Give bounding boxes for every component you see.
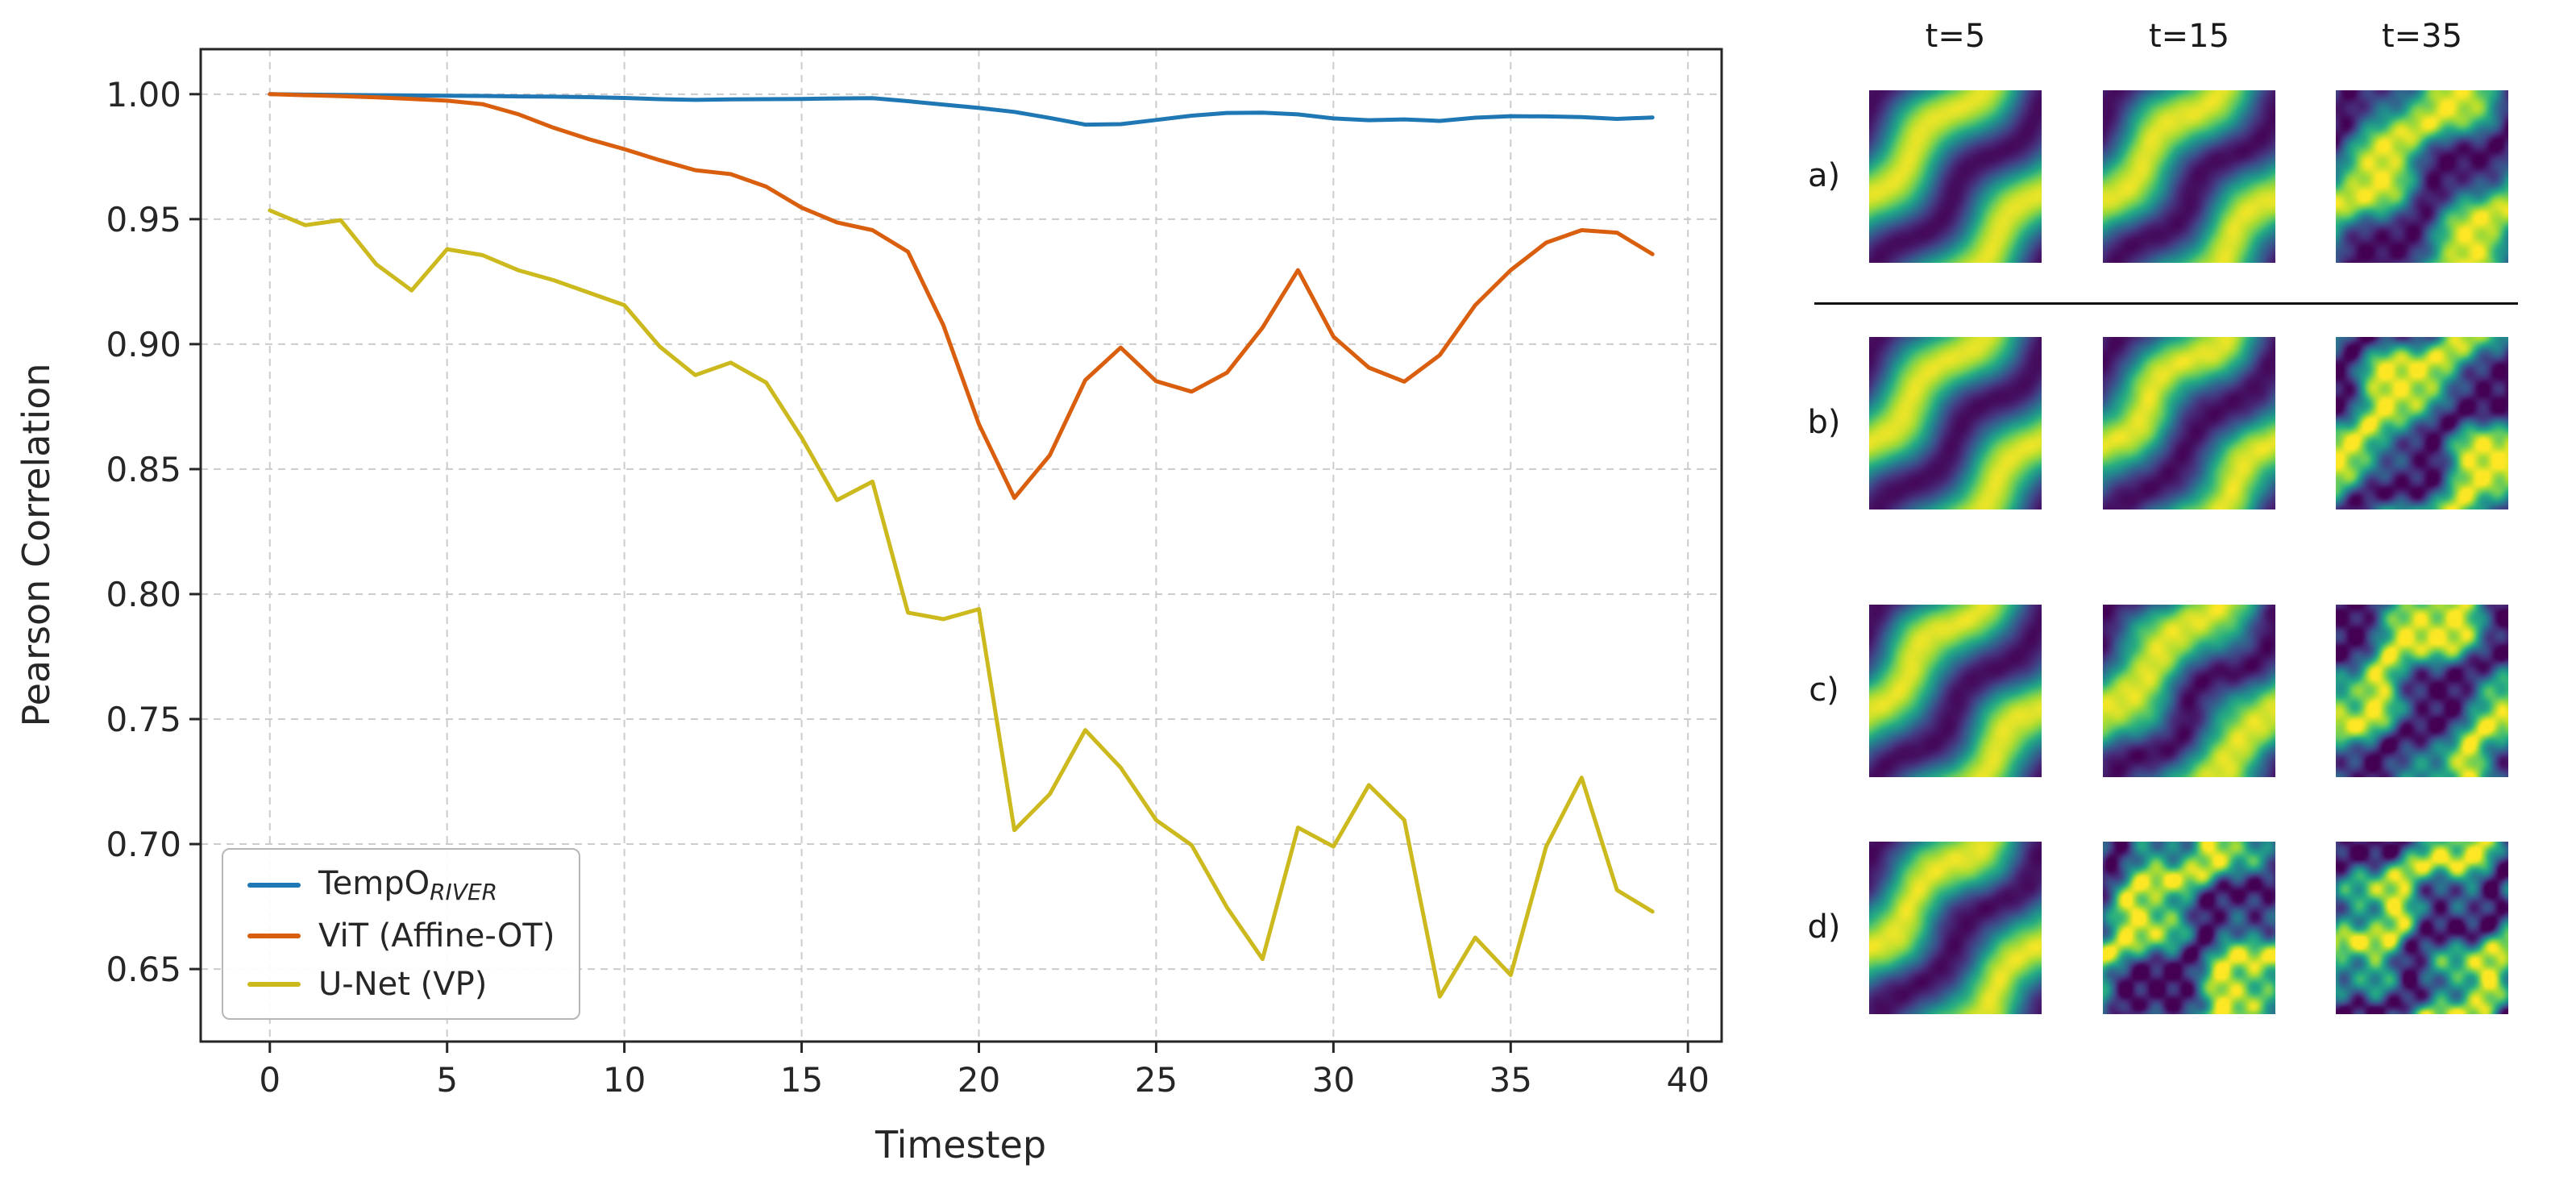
legend-swatch-vit (247, 933, 301, 938)
y-tick-label: 0.95 (106, 200, 181, 239)
y-tick-label: 0.90 (106, 325, 181, 364)
chart-legend: TempORIVER ViT (Affine-OT) U-Net (VP) (222, 848, 581, 1020)
panel-column-header-t15: t=15 (2148, 18, 2230, 55)
panel-column-header-t35: t=35 (2381, 18, 2463, 55)
panel-image-a-t5 (1869, 90, 2042, 263)
series-line-tempo-river (268, 92, 1655, 127)
legend-label-tempo: TempORIVER (318, 865, 498, 905)
panel-image-b-t35 (2336, 337, 2508, 509)
panel-row-label-c: c) (1809, 672, 1839, 709)
panel-column-header-t5: t=5 (1925, 18, 1986, 55)
y-tick-label: 1.00 (106, 75, 181, 114)
x-tick-label: 40 (1666, 1060, 1709, 1100)
x-tick-label: 0 (259, 1060, 280, 1100)
legend-item: U-Net (VP) (247, 967, 555, 1002)
x-tick-label: 20 (958, 1060, 1000, 1100)
legend-label-vit: ViT (Affine-OT) (318, 917, 555, 954)
correlation-chart: 0 5 10 15 20 25 30 35 40 0.65 0.70 0.75 0.80 0.85 0.90… (15, 48, 1723, 1167)
y-axis-label: Pearson Correlation (15, 363, 58, 727)
panel-image-c-t35 (2336, 605, 2508, 777)
x-tick-label: 15 (780, 1060, 823, 1100)
panel-image-d-t5 (1869, 842, 2042, 1014)
x-tick-label: 10 (603, 1060, 646, 1100)
y-tick-label: 0.80 (106, 575, 181, 614)
y-tick-label: 0.85 (106, 450, 181, 489)
panel-row-label-a: a) (1807, 157, 1841, 194)
panel-image-b-t5 (1869, 337, 2042, 509)
legend-label-unet: U-Net (VP) (318, 965, 488, 1003)
y-tick-label: 0.70 (106, 825, 181, 864)
y-tick-label: 0.75 (106, 700, 181, 739)
legend-swatch-tempo (247, 883, 301, 888)
x-tick-label: 35 (1490, 1060, 1532, 1100)
panel-separator (1814, 302, 2518, 305)
panel-row-label-d: d) (1807, 909, 1841, 946)
legend-swatch-unet (247, 981, 301, 987)
y-tick-label: 0.65 (106, 950, 181, 989)
panel-image-c-t15 (2103, 605, 2275, 777)
series-line-vit-affine-ot- (268, 92, 1655, 501)
x-tick-label: 30 (1312, 1060, 1355, 1100)
legend-item: ViT (Affine-OT) (247, 918, 555, 954)
legend-item: TempORIVER (247, 866, 555, 905)
panel-image-d-t15 (2103, 842, 2275, 1014)
x-tick-label: 5 (436, 1060, 458, 1100)
panel-image-a-t15 (2103, 90, 2275, 263)
panel-row-label-b: b) (1807, 404, 1841, 441)
panel-image-d-t35 (2336, 842, 2508, 1014)
legend-label-tempo-subscript: RIVER (430, 879, 498, 905)
series-line-u-net-vp- (268, 208, 1655, 999)
x-axis-label: Timestep (875, 1123, 1047, 1167)
panel-image-a-t35 (2336, 90, 2508, 263)
panel-image-b-t15 (2103, 337, 2275, 509)
x-tick-label: 25 (1135, 1060, 1178, 1100)
panel-image-c-t5 (1869, 605, 2042, 777)
qualitative-panel: t=5 t=15 t=35 a) b) c) d) (1773, 0, 2576, 1177)
